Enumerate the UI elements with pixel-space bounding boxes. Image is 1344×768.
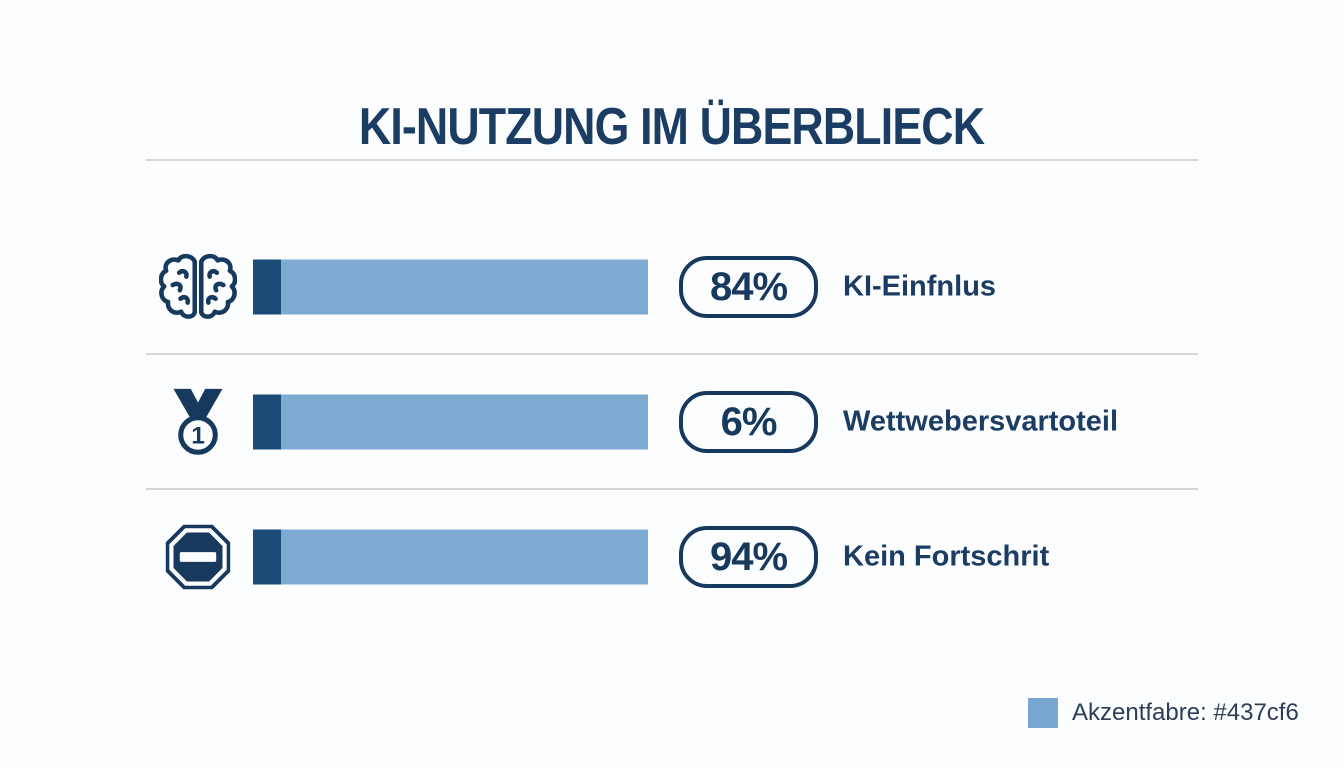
percent-badge: 6% bbox=[679, 391, 818, 453]
separator-line bbox=[146, 488, 1198, 490]
accent-color-legend: Akzentfabre: #437cf6 bbox=[1028, 698, 1299, 728]
stat-label: KI-Einfnlus bbox=[843, 270, 997, 303]
percent-value: 6% bbox=[720, 399, 778, 444]
medal-number: 1 bbox=[191, 423, 205, 450]
page-title: KI-NUTZUNG IM ÜBERBLIECK bbox=[0, 97, 1344, 157]
brain-icon bbox=[156, 241, 240, 333]
percent-value: 84% bbox=[709, 264, 788, 309]
stat-bar-cap bbox=[253, 394, 281, 450]
stat-bar bbox=[253, 394, 648, 450]
color-swatch bbox=[1028, 698, 1058, 728]
stat-label: Wettwebersvartoteil bbox=[843, 405, 1119, 438]
percent-badge: 84% bbox=[679, 256, 818, 318]
page-title-text: KI-NUTZUNG IM ÜBERBLIECK bbox=[359, 97, 985, 156]
percent-badge: 94% bbox=[679, 526, 818, 588]
stat-row-wettwebersvartoteil: 1 6% Wettwebersvartoteil bbox=[0, 367, 1344, 477]
stat-bar bbox=[253, 259, 648, 315]
stop-icon bbox=[156, 511, 240, 603]
stat-bar-cap bbox=[253, 259, 281, 315]
medal-icon: 1 bbox=[156, 376, 240, 468]
legend-label: Akzentfabre: #437cf6 bbox=[1072, 699, 1299, 726]
percent-value: 94% bbox=[709, 534, 788, 579]
separator-line bbox=[146, 353, 1198, 355]
stat-row-ki-einfnlus: 84% KI-Einfnlus bbox=[0, 232, 1344, 342]
stat-bar-cap bbox=[253, 529, 281, 585]
stat-label: Kein Fortschrit bbox=[843, 540, 1050, 573]
stat-row-kein-fortschrit: 94% Kein Fortschrit bbox=[0, 502, 1344, 612]
stat-bar bbox=[253, 529, 648, 585]
separator-line bbox=[146, 159, 1198, 161]
